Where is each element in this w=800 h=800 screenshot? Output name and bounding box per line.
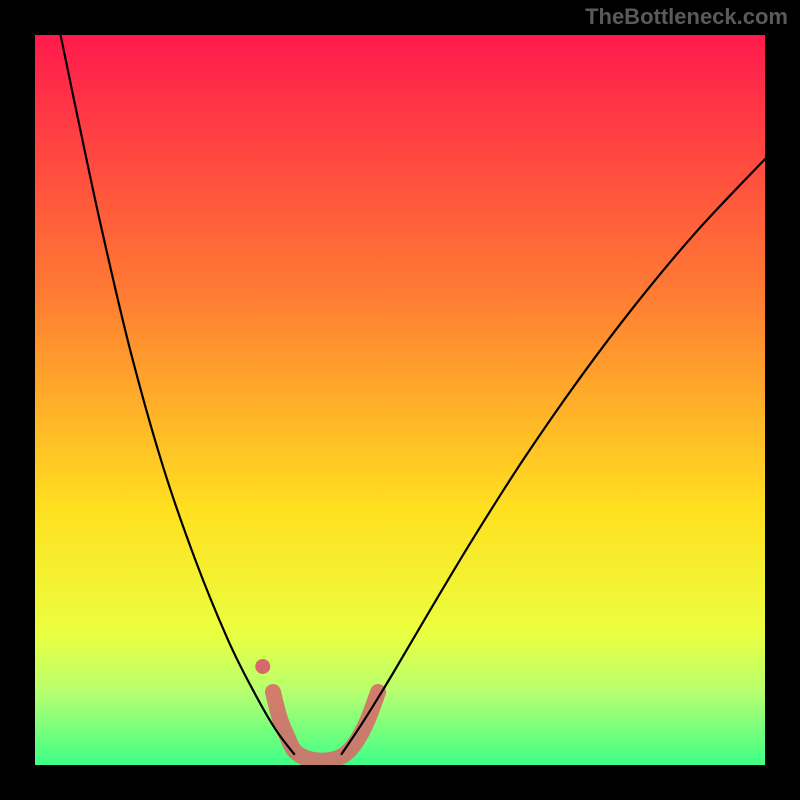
curve-right <box>342 159 765 754</box>
curves-svg <box>35 35 765 765</box>
watermark-text: TheBottleneck.com <box>585 4 788 30</box>
highlight-dot <box>255 659 270 674</box>
curve-left <box>61 35 295 754</box>
plot-area <box>35 35 765 765</box>
highlight-band <box>273 692 378 761</box>
chart-container: TheBottleneck.com <box>0 0 800 800</box>
